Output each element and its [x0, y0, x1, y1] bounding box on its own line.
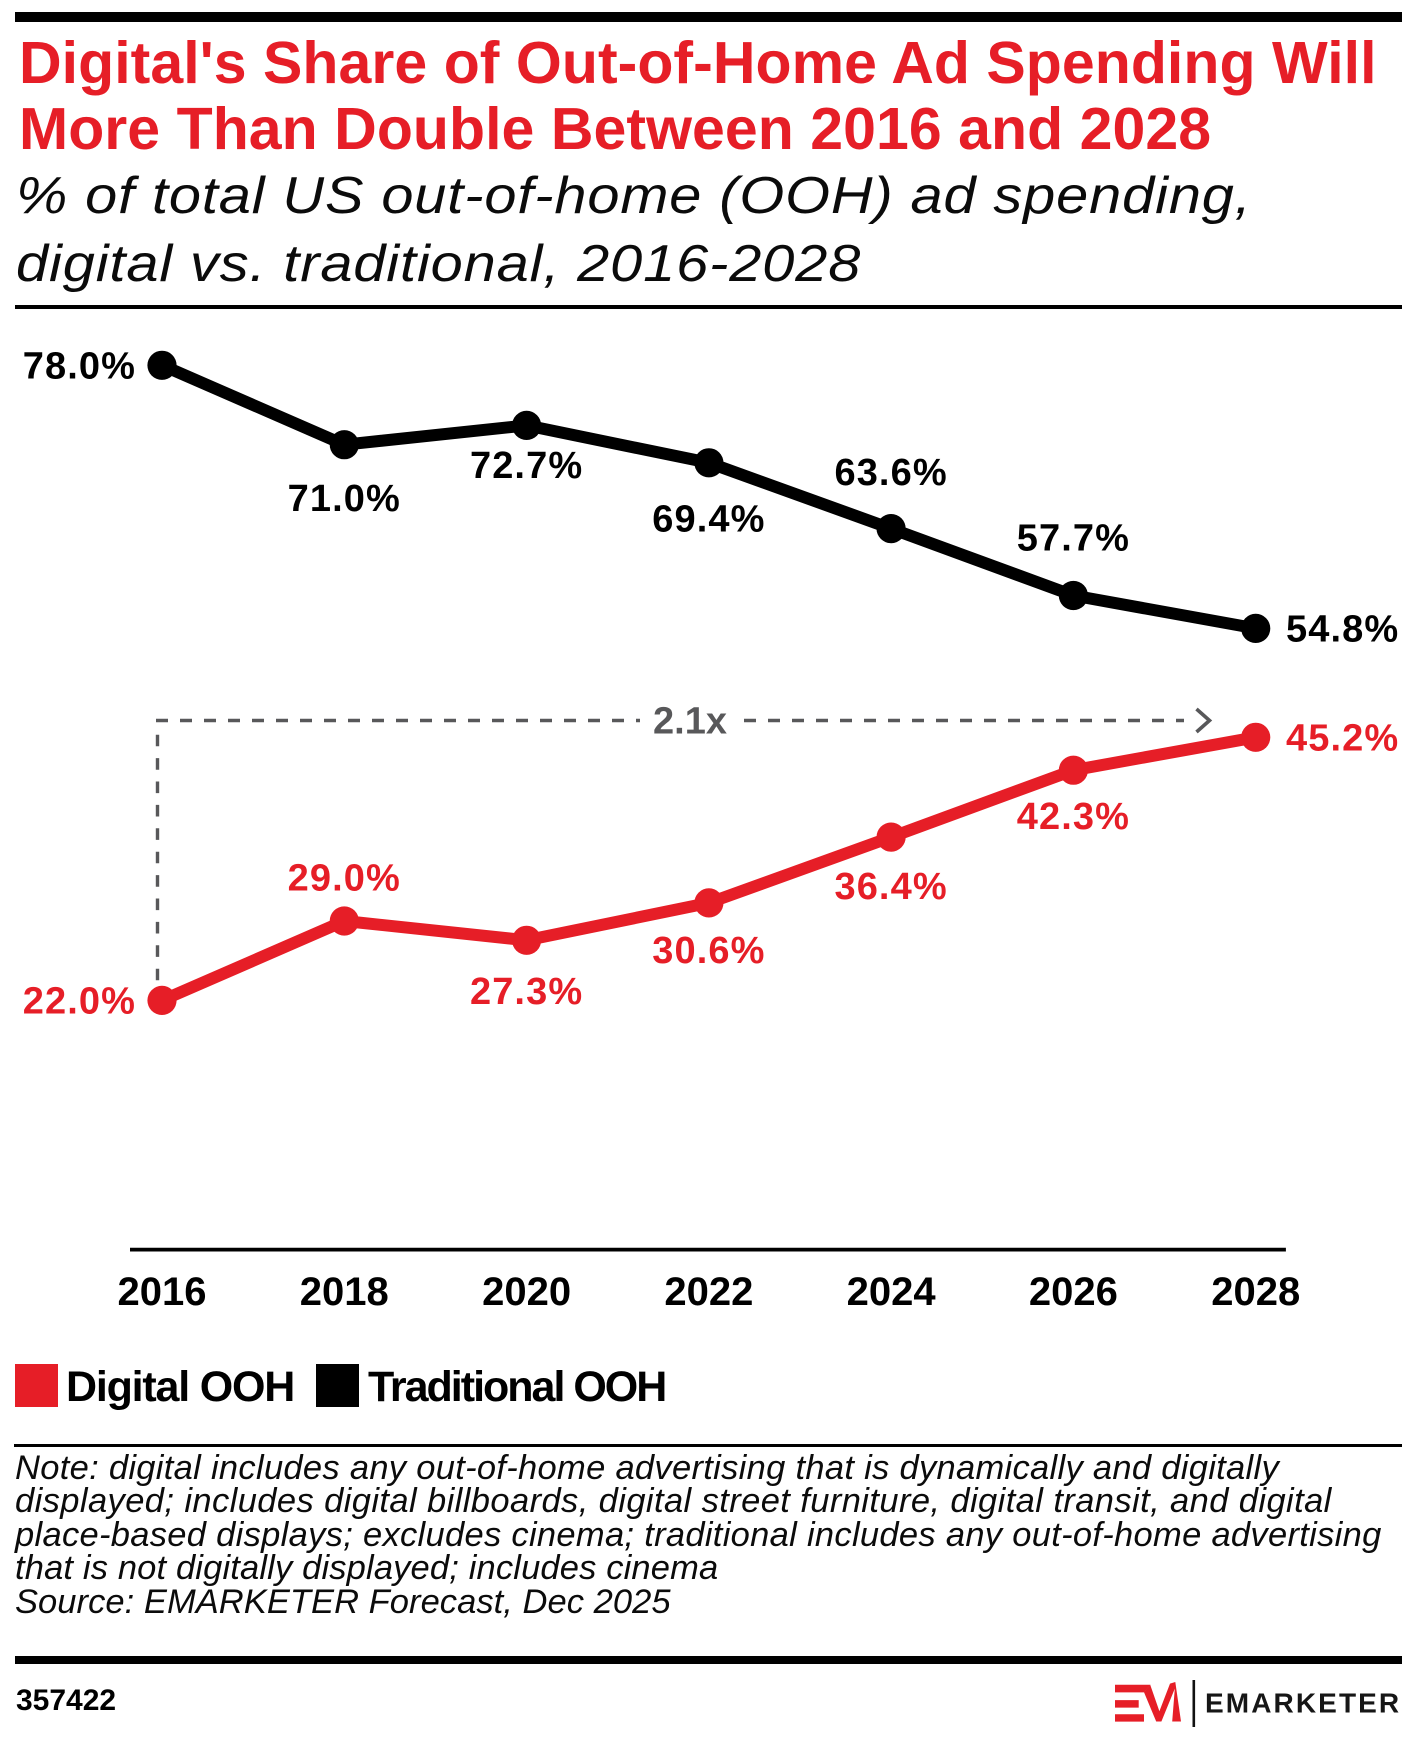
svg-text:72.7%: 72.7%	[470, 445, 583, 487]
svg-text:Digital OOH: Digital OOH	[66, 1363, 294, 1411]
svg-text:2016: 2016	[118, 1270, 207, 1314]
svg-text:63.6%: 63.6%	[834, 452, 947, 494]
svg-text:30.6%: 30.6%	[652, 930, 765, 972]
svg-text:2022: 2022	[664, 1270, 753, 1314]
svg-text:42.3%: 42.3%	[1017, 796, 1130, 838]
svg-text:Traditional OOH: Traditional OOH	[368, 1363, 665, 1411]
svg-text:27.3%: 27.3%	[470, 971, 583, 1013]
svg-text:EMARKETER: EMARKETER	[1205, 1688, 1401, 1719]
svg-text:2026: 2026	[1029, 1270, 1118, 1314]
svg-text:2018: 2018	[300, 1270, 389, 1314]
svg-text:36.4%: 36.4%	[834, 866, 947, 908]
svg-text:57.7%: 57.7%	[1017, 518, 1130, 560]
svg-text:78.0%: 78.0%	[23, 346, 136, 388]
svg-text:2028: 2028	[1211, 1270, 1300, 1314]
svg-text:2.1x: 2.1x	[653, 701, 727, 743]
svg-text:71.0%: 71.0%	[288, 478, 401, 520]
svg-text:2024: 2024	[847, 1270, 937, 1314]
svg-text:45.2%: 45.2%	[1286, 718, 1399, 760]
svg-text:54.8%: 54.8%	[1286, 609, 1399, 651]
svg-text:29.0%: 29.0%	[288, 858, 401, 900]
svg-text:22.0%: 22.0%	[23, 981, 136, 1023]
svg-text:2020: 2020	[482, 1270, 571, 1314]
svg-text:69.4%: 69.4%	[652, 499, 765, 541]
